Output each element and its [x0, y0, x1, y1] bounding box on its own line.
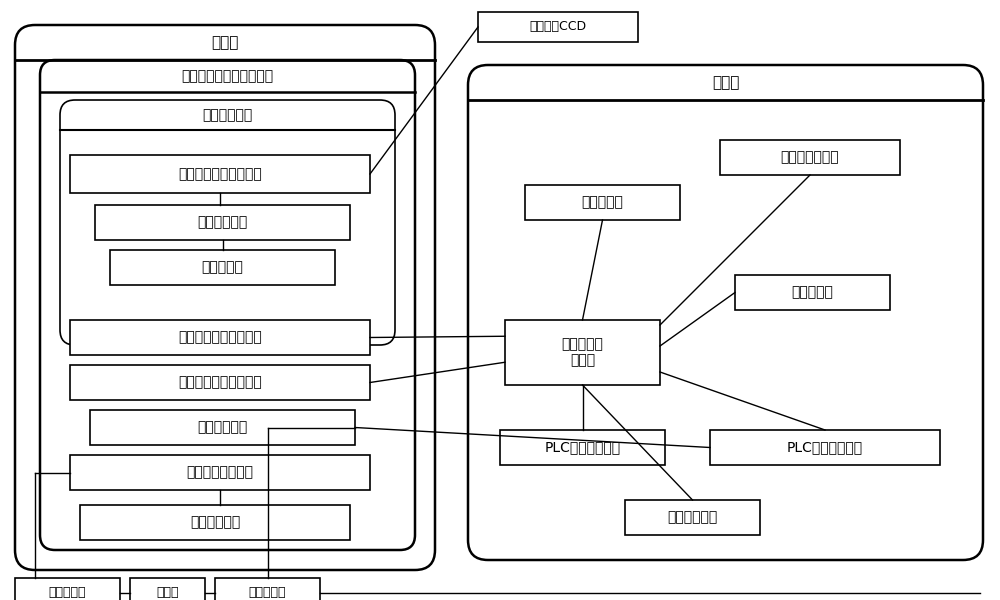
Text: PLC高压控制系统: PLC高压控制系统: [787, 440, 863, 455]
Text: 下位机: 下位机: [712, 75, 739, 90]
Bar: [735, 275, 890, 310]
Text: PLC机械控制系统: PLC机械控制系统: [544, 440, 621, 455]
Text: 型号识别CCD: 型号识别CCD: [529, 20, 587, 34]
Bar: [720, 140, 900, 175]
Text: 轮毂进仓传送区: 轮毂进仓传送区: [781, 151, 839, 164]
Text: 轮毂出仓区: 轮毂出仓区: [792, 286, 833, 299]
Text: 射线图像采集模块: 射线图像采集模块: [186, 466, 254, 479]
Text: 缺陷检测半自动工作系统: 缺陷检测半自动工作系统: [181, 69, 274, 83]
Bar: [505, 320, 660, 385]
Text: 型号识别区: 型号识别区: [582, 196, 623, 209]
FancyBboxPatch shape: [15, 25, 435, 570]
Bar: [70, 455, 370, 490]
Bar: [110, 250, 335, 285]
Bar: [80, 505, 350, 540]
Bar: [130, 578, 205, 600]
Text: 工位数据库: 工位数据库: [202, 260, 243, 275]
Text: 射线房工位
控制区: 射线房工位 控制区: [562, 337, 603, 368]
Text: 用户输入设备: 用户输入设备: [190, 515, 240, 529]
Text: 型号匹配模块: 型号匹配模块: [197, 215, 248, 229]
Text: 高压发生器: 高压发生器: [249, 587, 286, 599]
Text: 上位机: 上位机: [211, 35, 239, 50]
Bar: [710, 430, 940, 465]
Bar: [70, 365, 370, 400]
Bar: [70, 155, 370, 193]
Text: 轮毂进仓线程控制模块: 轮毂进仓线程控制模块: [178, 376, 262, 389]
Text: 高压控制模块: 高压控制模块: [197, 421, 248, 434]
Text: 射线增强器: 射线增强器: [49, 587, 86, 599]
Bar: [500, 430, 665, 465]
Text: 型号识别图像采集模块: 型号识别图像采集模块: [178, 167, 262, 181]
Text: 手动控制面板: 手动控制面板: [667, 511, 718, 524]
Bar: [215, 578, 320, 600]
Bar: [90, 410, 355, 445]
FancyBboxPatch shape: [468, 65, 983, 560]
Bar: [478, 12, 638, 42]
FancyBboxPatch shape: [60, 100, 395, 345]
Bar: [95, 205, 350, 240]
Text: 轮毂检测线程控制模块: 轮毂检测线程控制模块: [178, 331, 262, 344]
FancyBboxPatch shape: [40, 60, 415, 550]
Bar: [625, 500, 760, 535]
Text: 射线源: 射线源: [156, 587, 179, 599]
Text: 工位管理模块: 工位管理模块: [202, 108, 253, 122]
Bar: [15, 578, 120, 600]
Bar: [525, 185, 680, 220]
Bar: [70, 320, 370, 355]
